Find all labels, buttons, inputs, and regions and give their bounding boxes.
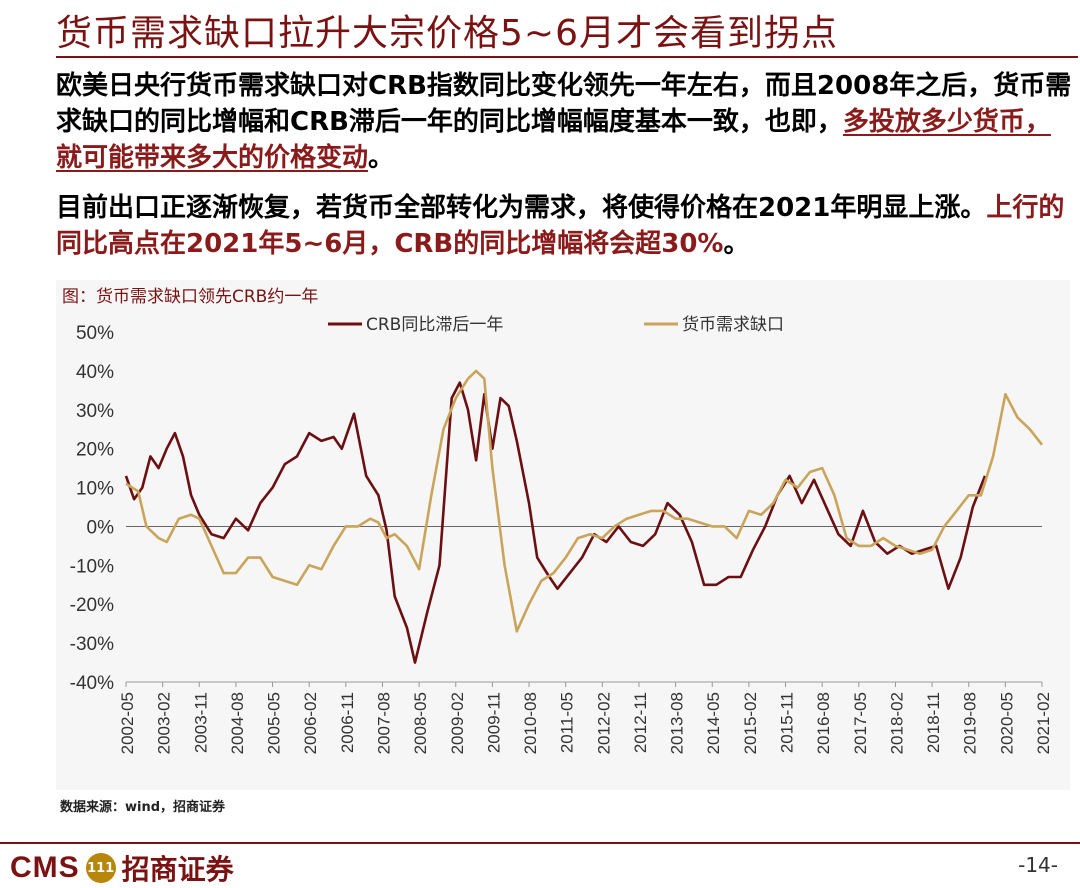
x-tick-label: 2018-11 <box>924 692 943 753</box>
x-tick-label: 2014-05 <box>704 692 723 754</box>
x-tick-label: 2015-11 <box>778 692 797 753</box>
x-tick-label: 2003-02 <box>155 692 174 754</box>
y-tick-label: -30% <box>70 634 114 655</box>
x-tick-label: 2007-08 <box>374 692 393 754</box>
paragraph-1-emphasis: 多投放多少货币，就可能带来多大的价格变动 <box>56 107 1051 173</box>
paragraph-1-end: 。 <box>368 143 395 173</box>
page-title: 货币需求缺口拉升大宗价格5~6月才会看到拐点 <box>56 13 838 54</box>
x-tick-label: 2006-11 <box>338 692 357 753</box>
paragraph-2-emphasis: 上行的同比高点在2021年5~6月，CRB的同比增幅将会超30% <box>56 193 1065 259</box>
line-chart: 图：货币需求缺口领先CRB约一年 -40% -30% -20% -10% 0% 10% 20%… <box>62 287 1053 754</box>
title-divider <box>56 56 1078 58</box>
x-tick-label: 2004-08 <box>228 692 247 754</box>
legend-label-2: 货币需求缺口 <box>682 315 784 335</box>
paragraph-2: 目前出口正逐渐恢复，若货币全部转化为需求，将使得价格在2021年明显上涨。上行的… <box>56 190 1076 262</box>
y-tick-label: 40% <box>76 362 114 383</box>
logo-seal-icon: 111 <box>85 853 116 883</box>
x-tick-label: 2012-11 <box>631 692 650 753</box>
x-tick-label: 2009-11 <box>484 692 503 753</box>
x-tick-label: 2013-08 <box>668 692 687 754</box>
x-tick-label: 2012-02 <box>594 692 613 754</box>
footer-divider <box>0 842 1080 844</box>
chart-title: 图：货币需求缺口领先CRB约一年 <box>62 287 318 307</box>
x-tick-label: 2009-02 <box>448 692 467 754</box>
logo-cms-text: CMS <box>10 851 80 884</box>
x-tick-label: 2008-05 <box>411 692 430 754</box>
y-tick-label: -20% <box>70 595 114 616</box>
x-tick-label: 2003-11 <box>191 692 210 753</box>
logo-cn-text: 招商证券 <box>121 853 234 886</box>
x-tick-label: 2011-05 <box>558 692 577 753</box>
y-tick-label: 30% <box>76 401 114 422</box>
series-line-2 <box>125 369 1044 633</box>
paragraph-2-text: 目前出口正逐渐恢复，若货币全部转化为需求，将使得价格在2021年明显上涨。 <box>56 193 987 223</box>
x-tick-label: 2016-08 <box>814 692 833 754</box>
y-tick-label: 20% <box>76 440 114 461</box>
x-tick-label: 2020-05 <box>997 692 1016 754</box>
series-line-1 <box>124 381 987 664</box>
y-tick-label: -10% <box>70 556 114 577</box>
data-source: 数据来源：wind，招商证券 <box>60 800 226 815</box>
paragraph-1: 欧美日央行货币需求缺口对CRB指数同比变化领先一年左右，而且2008年之后，货币… <box>56 68 1076 176</box>
y-tick-label: 10% <box>76 479 114 500</box>
x-tick-label: 2019-08 <box>961 692 980 754</box>
legend-label-1: CRB同比滞后一年 <box>366 315 503 335</box>
x-tick-label: 2017-05 <box>851 692 870 754</box>
x-tick-label: 2002-05 <box>118 692 137 754</box>
page-number: -14- <box>1018 853 1058 877</box>
x-tick-label: 2006-02 <box>301 692 320 754</box>
company-logo: CMS 111 招商证券 <box>10 848 234 888</box>
y-tick-label: 50% <box>76 323 114 344</box>
x-tick-label: 2005-05 <box>265 692 284 754</box>
x-tick-label: 2010-08 <box>521 692 540 754</box>
x-tick-label: 2015-02 <box>741 692 760 754</box>
paragraph-2-end: 。 <box>723 229 750 259</box>
x-tick-label: 2021-02 <box>1034 692 1053 754</box>
x-tick-label: 2018-02 <box>887 692 906 754</box>
y-tick-label: 0% <box>87 517 115 538</box>
y-tick-label: -40% <box>70 673 114 694</box>
paragraph-1-text: 欧美日央行货币需求缺口对CRB指数同比变化领先一年左右，而且2008年之后，货币… <box>56 71 1072 137</box>
